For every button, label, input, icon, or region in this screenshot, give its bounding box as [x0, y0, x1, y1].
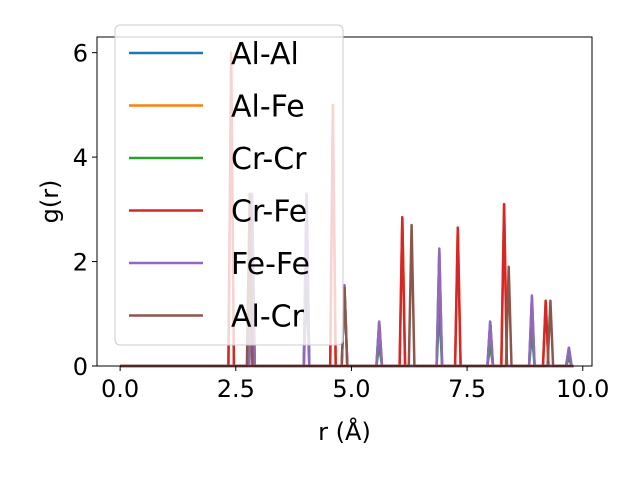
x-tick-label: 5.0 — [332, 375, 370, 403]
x-tick-label: 10.0 — [556, 375, 609, 403]
x-axis-label: r (Å) — [318, 417, 371, 446]
y-tick-label: 6 — [73, 40, 88, 68]
legend-label: Al-Fe — [231, 90, 305, 125]
x-tick-label: 7.5 — [448, 375, 486, 403]
y-axis-label: g(r) — [36, 180, 64, 224]
legend: Al-Al Al-Fe Cr-Cr Cr-Fe Fe-Fe Al-Cr — [114, 24, 344, 346]
plot-frame — [96, 36, 593, 367]
x-tick-label: 0.0 — [101, 375, 139, 403]
y-tick-label: 2 — [73, 249, 88, 277]
legend-label: Al-Cr — [231, 300, 305, 335]
legend-box — [114, 24, 344, 346]
legend-label: Fe-Fe — [231, 247, 310, 282]
x-tick-label: 2.5 — [217, 375, 255, 403]
y-tick-label: 4 — [73, 144, 88, 172]
legend-label: Cr-Fe — [231, 195, 307, 230]
y-tick-label: 0 — [73, 353, 88, 381]
legend-label: Al-Al — [231, 37, 299, 72]
x-axis: 0.0 2.5 5.0 7.5 10.0 — [101, 366, 609, 403]
y-axis: 0 2 4 6 — [73, 40, 97, 381]
legend-label: Cr-Cr — [231, 142, 307, 177]
